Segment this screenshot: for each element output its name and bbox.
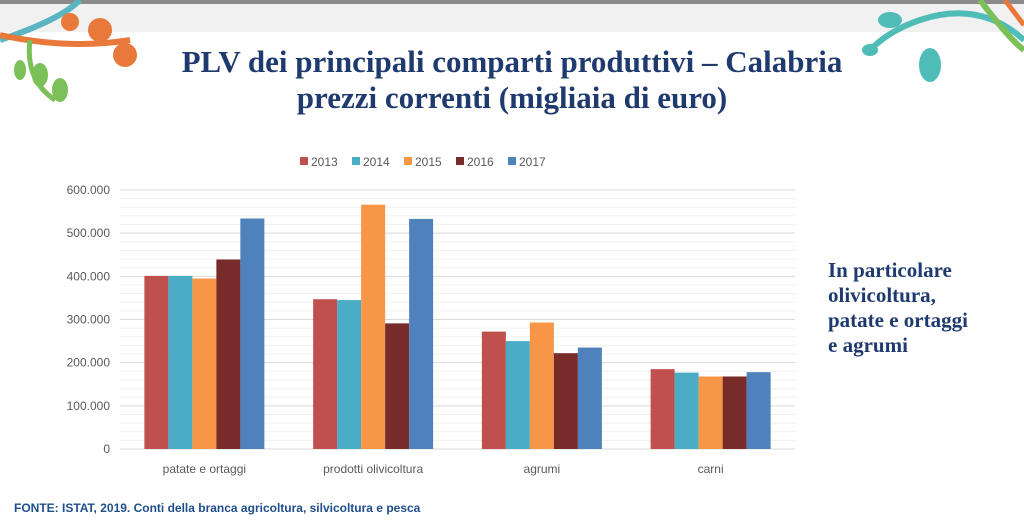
bar-2016 (216, 259, 241, 449)
bar-2016 (553, 353, 578, 449)
legend-swatch-2013 (300, 157, 308, 165)
legend-swatch-2015 (404, 157, 412, 165)
slide-title-line2: prezzi correnti (migliaia di euro) (296, 80, 728, 115)
y-tick-label: 600.000 (67, 183, 111, 197)
bar-2016 (385, 323, 410, 449)
bar-2015 (361, 204, 386, 449)
x-tick-label: prodotti olivicoltura (323, 462, 423, 476)
bar-2017 (577, 347, 602, 449)
legend-swatch-2014 (352, 157, 360, 165)
legend-label: 2013 (311, 155, 338, 169)
bar-2015 (698, 376, 723, 449)
legend-label: 2017 (519, 155, 546, 169)
y-tick-label: 400.000 (67, 269, 111, 283)
side-note-line: patate e ortaggi (828, 308, 968, 332)
y-tick-label: 200.000 (67, 356, 111, 370)
side-note-line: e agrumi (828, 333, 908, 357)
y-tick-label: 100.000 (67, 399, 111, 413)
bar-2015 (529, 322, 554, 449)
bar-2014 (168, 275, 193, 449)
bar-2016 (722, 376, 747, 449)
legend-swatch-2017 (508, 157, 516, 165)
bar-2017 (409, 218, 434, 449)
legend-label: 2016 (467, 155, 494, 169)
y-tick-label: 500.000 (67, 226, 111, 240)
legend-label: 2014 (363, 155, 390, 169)
bar-2014 (674, 372, 699, 449)
decoration-right-vine (862, 0, 1024, 82)
x-tick-label: carni (698, 462, 724, 476)
legend-label: 2015 (415, 155, 442, 169)
slide-title-line1: PLV dei principali comparti produttivi –… (181, 44, 843, 79)
bar-2015 (192, 278, 217, 449)
legend-swatch-2016 (456, 157, 464, 165)
source-note: FONTE: ISTAT, 2019. Conti della branca a… (14, 501, 421, 515)
x-tick-label: patate e ortaggi (163, 462, 246, 476)
header-band (0, 4, 1024, 32)
bar-2013 (144, 275, 169, 449)
top-bar (0, 0, 1024, 4)
bar-2013 (313, 299, 338, 449)
bar-2017 (746, 372, 771, 449)
bar-2014 (337, 300, 362, 449)
bar-2013 (650, 369, 675, 449)
bar-2017 (240, 218, 265, 449)
bar-2013 (481, 331, 506, 449)
y-tick-label: 0 (103, 442, 110, 456)
x-tick-label: agrumi (524, 462, 561, 476)
side-note-line: In particolare (828, 258, 952, 282)
side-note: In particolare olivicoltura, patate e or… (828, 258, 1018, 358)
decoration-left-vine (0, 0, 137, 103)
side-note-line: olivicoltura, (828, 283, 936, 307)
bar-2014 (505, 341, 530, 449)
y-tick-label: 300.000 (67, 313, 111, 327)
